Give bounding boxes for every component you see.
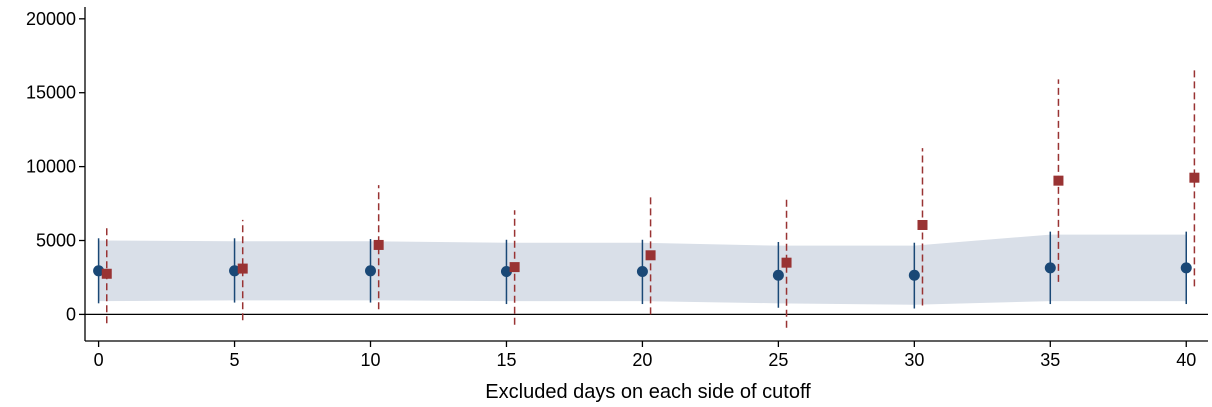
y-tick-label: 20000 <box>26 9 76 29</box>
circle-series-point <box>500 266 512 278</box>
square-series-point <box>645 250 656 261</box>
x-tick-label: 30 <box>904 350 924 370</box>
circle-series-point <box>1044 262 1056 274</box>
x-tick-label: 20 <box>632 350 652 370</box>
y-tick-label: 0 <box>66 304 76 324</box>
x-tick-label: 0 <box>94 350 104 370</box>
y-tick-label: 5000 <box>36 231 76 251</box>
x-tick-label: 25 <box>768 350 788 370</box>
square-series-point <box>101 268 112 279</box>
circle-series-point <box>908 269 920 281</box>
x-tick-label: 5 <box>230 350 240 370</box>
tick-layer: 0 5000 10000 15000 20000 0 5 10 15 20 25 30 35 40 <box>26 9 1196 370</box>
x-tick-label: 15 <box>496 350 516 370</box>
square-series-point <box>1189 172 1200 183</box>
square-series-point <box>373 239 384 250</box>
axes <box>84 7 1208 342</box>
x-tick-label: 40 <box>1176 350 1196 370</box>
x-tick-label: 10 <box>360 350 380 370</box>
square-series-point <box>917 219 928 230</box>
square-series-point <box>509 262 520 273</box>
markers-layer <box>93 172 1200 281</box>
circle-series-point <box>229 265 241 277</box>
square-series-point <box>1053 175 1064 186</box>
square-series-point <box>237 263 248 274</box>
circle-series-point <box>365 265 377 277</box>
circle-series-point <box>636 266 648 278</box>
x-tick-label: 35 <box>1040 350 1060 370</box>
y-tick-label: 15000 <box>26 83 76 103</box>
x-axis-title: Excluded days on each side of cutoff <box>485 381 811 403</box>
y-tick-label: 10000 <box>26 157 76 177</box>
circle-series-point <box>1180 262 1192 274</box>
square-series-point <box>781 257 792 268</box>
circle-series-point <box>93 265 105 277</box>
circle-series-point <box>772 269 784 281</box>
